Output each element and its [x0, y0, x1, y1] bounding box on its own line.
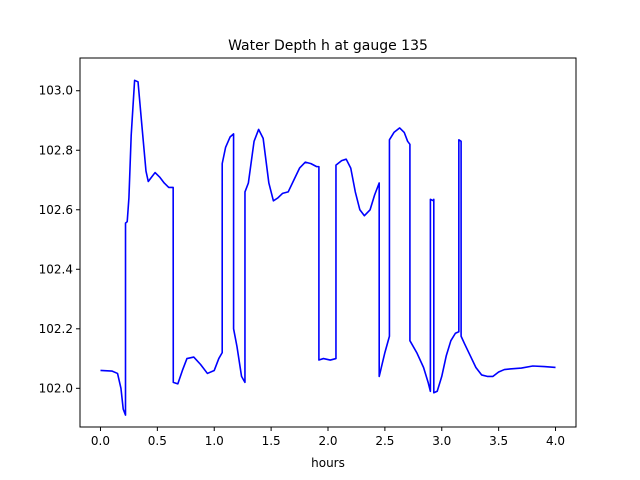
- x-tick-label: 4.0: [546, 434, 565, 448]
- x-tick-label: 0.5: [148, 434, 167, 448]
- y-tick-label: 102.0: [39, 381, 73, 395]
- x-tick-label: 1.5: [262, 434, 281, 448]
- y-tick-label: 102.2: [39, 322, 73, 336]
- plot-frame: [79, 57, 577, 428]
- series-line-0: [100, 79, 556, 416]
- y-tick-label: 103.0: [39, 84, 73, 98]
- y-tick-label: 102.8: [39, 143, 73, 157]
- chart-title: Water Depth h at gauge 135: [228, 38, 428, 54]
- y-tick-label: 102.6: [39, 203, 73, 217]
- x-tick-label: 2.5: [375, 434, 394, 448]
- x-axis-ticks: 0.0 0.5 1.0 1.5 2.0 2.5 3.0 3.5 4.0: [91, 427, 565, 448]
- x-tick-label: 2.0: [318, 434, 337, 448]
- x-tick-label: 1.0: [205, 434, 224, 448]
- x-tick-label: 3.0: [432, 434, 451, 448]
- y-tick-label: 102.4: [39, 262, 73, 276]
- y-axis-ticks: 102.0 102.2 102.4 102.6 102.8 103.0: [39, 84, 80, 395]
- x-axis-label: hours: [311, 456, 345, 470]
- x-tick-label: 3.5: [489, 434, 508, 448]
- x-tick-label: 0.0: [91, 434, 110, 448]
- series-layer: [100, 79, 556, 416]
